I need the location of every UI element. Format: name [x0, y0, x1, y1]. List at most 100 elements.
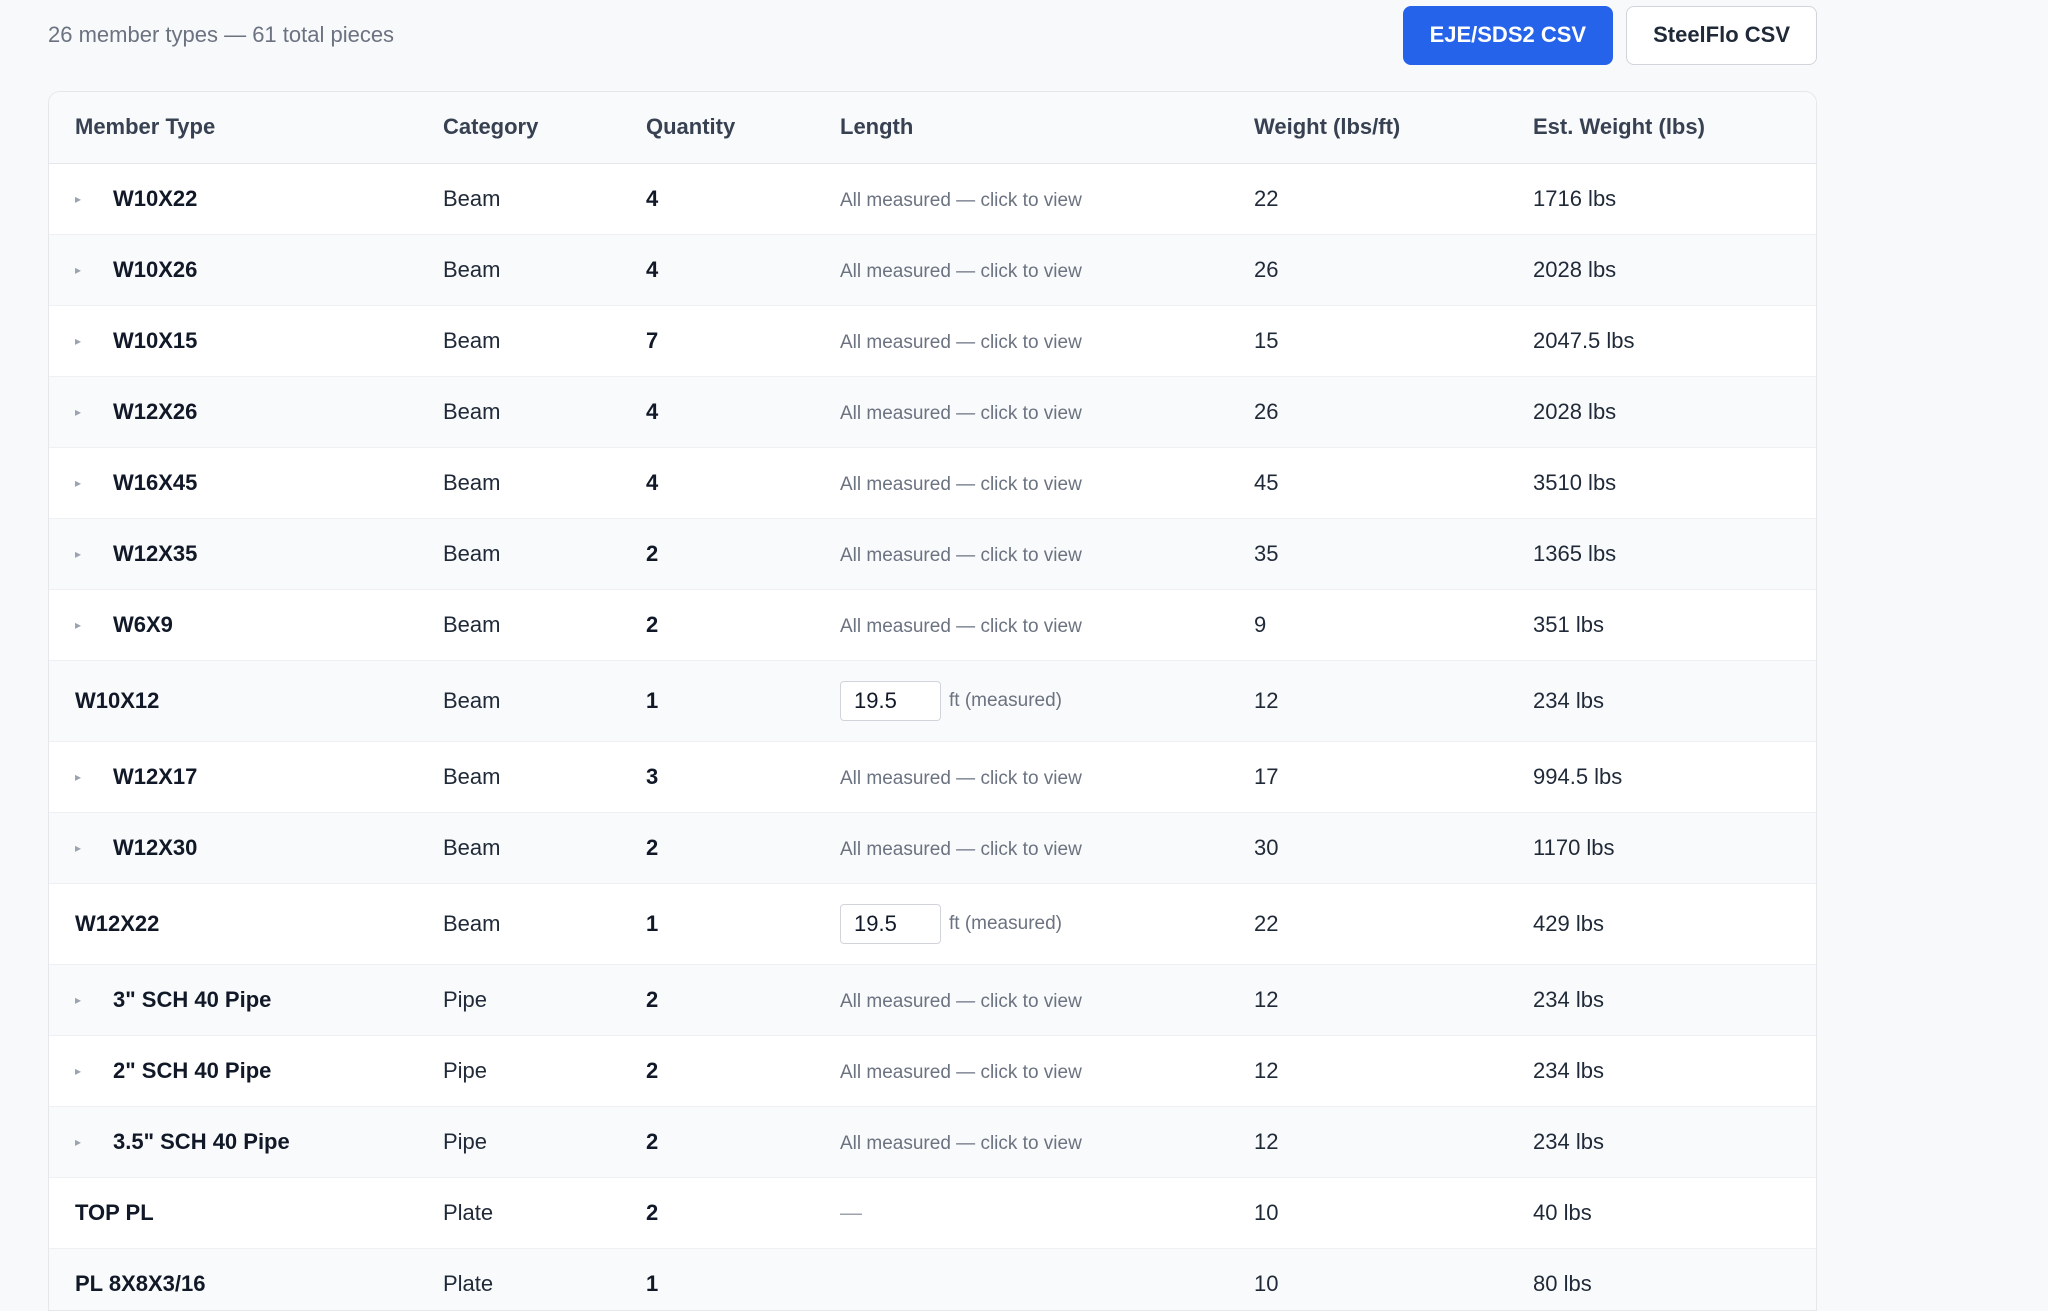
weight-per-ft-cell: 30	[1228, 812, 1507, 884]
quantity-cell: 4	[620, 234, 814, 306]
expand-caret-icon[interactable]: ▸	[75, 333, 82, 348]
member-type-name: 2" SCH 40 Pipe	[113, 1057, 272, 1083]
est-weight-cell: 234 lbs	[1507, 964, 1816, 1036]
member-type-name: W12X22	[75, 910, 160, 936]
expand-caret-icon[interactable]: ▸	[75, 475, 82, 490]
length-cell: All measured — click to view	[814, 589, 1228, 661]
length-view-link[interactable]: All measured — click to view	[840, 615, 1082, 637]
est-weight-cell: 429 lbs	[1507, 883, 1816, 965]
table-row[interactable]: ▸ 3.5" SCH 40 Pipe Pipe 2 All measured — cli…	[49, 1106, 1816, 1178]
table-row[interactable]: ▸ W12X30 Beam 2 All measured — click to view…	[49, 812, 1816, 884]
table-row[interactable]: ▸ W10X15 Beam 7 All measured — click to view…	[49, 305, 1816, 377]
length-cell: ft (measured)	[814, 883, 1228, 965]
length-cell: All measured — click to view	[814, 234, 1228, 306]
member-type-cell[interactable]: ▸ W12X26	[49, 376, 417, 448]
steelflo-csv-button[interactable]: SteelFlo CSV	[1626, 5, 1817, 65]
length-view-link[interactable]: All measured — click to view	[840, 473, 1082, 495]
length-view-link[interactable]: All measured — click to view	[840, 767, 1082, 789]
quantity-cell: 1	[620, 883, 814, 965]
expand-caret-icon[interactable]: ▸	[75, 191, 82, 206]
column-header-quantity[interactable]: Quantity	[620, 92, 814, 164]
member-type-name: 3" SCH 40 Pipe	[113, 986, 272, 1012]
length-cell: All measured — click to view	[814, 1035, 1228, 1107]
expand-caret-icon[interactable]: ▸	[75, 262, 82, 277]
table-row[interactable]: ▸ 3" SCH 40 Pipe Pipe 2 All measured — click…	[49, 964, 1816, 1036]
length-view-link[interactable]: All measured — click to view	[840, 990, 1082, 1012]
member-type-name: W6X9	[113, 611, 173, 637]
length-view-link[interactable]: All measured — click to view	[840, 260, 1082, 282]
table-row[interactable]: ▸ W10X26 Beam 4 All measured — click to view…	[49, 234, 1816, 306]
member-type-cell[interactable]: ▸ W12X35	[49, 518, 417, 590]
quantity-value: 2	[646, 834, 659, 860]
member-type-name: W12X26	[113, 398, 198, 424]
category-cell: Beam	[417, 163, 620, 235]
length-view-link[interactable]: All measured — click to view	[840, 1132, 1082, 1154]
member-type-cell[interactable]: ▸ 2" SCH 40 Pipe	[49, 1035, 417, 1107]
column-header-est-weight[interactable]: Est. Weight (lbs)	[1507, 92, 1816, 164]
table-row[interactable]: ▸ W6X9 Beam 2 All measured — click to view 9 3…	[49, 589, 1816, 661]
length-view-link[interactable]: All measured — click to view	[840, 189, 1082, 211]
quantity-cell: 4	[620, 376, 814, 448]
quantity-value: 4	[646, 256, 659, 282]
member-type-cell[interactable]: ▸ W6X9	[49, 589, 417, 661]
quantity-value: 3	[646, 763, 659, 789]
length-view-link[interactable]: All measured — click to view	[840, 402, 1082, 424]
member-type-cell: ▸ 3.5" SCH 40 Pipe	[75, 1129, 417, 1155]
table-row[interactable]: ▸ W12X35 Beam 2 All measured — click to view…	[49, 518, 1816, 590]
weight-per-ft-cell: 45	[1228, 447, 1507, 519]
category-cell: Pipe	[417, 964, 620, 1036]
expand-caret-icon[interactable]: ▸	[75, 404, 82, 419]
member-type-cell[interactable]: ▸ 3.5" SCH 40 Pipe	[49, 1106, 417, 1178]
length-view-link[interactable]: All measured — click to view	[840, 1061, 1082, 1083]
member-type-cell[interactable]: ▸ W10X26	[49, 234, 417, 306]
expand-caret-icon[interactable]: ▸	[75, 769, 82, 784]
member-type-cell[interactable]: ▸ W10X22	[49, 163, 417, 235]
eje-sds2-csv-button[interactable]: EJE/SDS2 CSV	[1402, 5, 1614, 65]
member-type-cell[interactable]: ▸ 3" SCH 40 Pipe	[49, 964, 417, 1036]
table-row[interactable]: ▸ W10X22 Beam 4 All measured — click to view…	[49, 163, 1816, 235]
length-view-link[interactable]: All measured — click to view	[840, 544, 1082, 566]
member-type-cell[interactable]: ▸ W12X30	[49, 812, 417, 884]
column-header-weight[interactable]: Weight (lbs/ft)	[1228, 92, 1507, 164]
category-cell: Beam	[417, 447, 620, 519]
length-input[interactable]	[840, 680, 941, 721]
est-weight-cell: 2047.5 lbs	[1507, 305, 1816, 377]
category-cell: Plate	[417, 1177, 620, 1249]
quantity-cell: 2	[620, 812, 814, 884]
member-type-cell: ▸ W12X17	[75, 764, 417, 790]
summary-text: 26 member types — 61 total pieces	[48, 22, 395, 47]
table-row[interactable]: ▸ 2" SCH 40 Pipe Pipe 2 All measured — click…	[49, 1035, 1816, 1107]
member-type-cell: ▸ W10X22	[75, 186, 417, 212]
est-weight-cell: 40 lbs	[1507, 1177, 1816, 1249]
expand-caret-icon[interactable]: ▸	[75, 546, 82, 561]
column-header-category[interactable]: Category	[417, 92, 620, 164]
export-actions: EJE/SDS2 CSV SteelFlo CSV	[1402, 5, 1817, 65]
expand-caret-icon[interactable]: ▸	[75, 1134, 82, 1149]
column-header-member-type[interactable]: Member Type	[49, 92, 417, 164]
table-row[interactable]: ▸ W12X17 Beam 3 All measured — click to view…	[49, 741, 1816, 813]
member-type-cell[interactable]: ▸ W16X45	[49, 447, 417, 519]
table-row[interactable]: ▸ W16X45 Beam 4 All measured — click to view…	[49, 447, 1816, 519]
member-type-cell[interactable]: ▸ W10X15	[49, 305, 417, 377]
member-type-cell[interactable]: ▸ W12X17	[49, 741, 417, 813]
length-view-link[interactable]: All measured — click to view	[840, 838, 1082, 860]
expand-caret-icon[interactable]: ▸	[75, 617, 82, 632]
length-view-link[interactable]: All measured — click to view	[840, 331, 1082, 353]
expand-caret-icon[interactable]: ▸	[75, 992, 82, 1007]
member-type-name: W10X22	[113, 185, 198, 211]
length-cell: All measured — click to view	[814, 812, 1228, 884]
category-cell: Beam	[417, 376, 620, 448]
category-cell: Beam	[417, 812, 620, 884]
length-cell: All measured — click to view	[814, 163, 1228, 235]
table-header-row: Member Type Category Quantity Length Wei…	[49, 92, 1816, 164]
member-type-cell: ▸ 3" SCH 40 Pipe	[75, 987, 417, 1013]
est-weight-cell: 994.5 lbs	[1507, 741, 1816, 813]
column-header-length[interactable]: Length	[814, 92, 1228, 164]
length-cell: All measured — click to view	[814, 447, 1228, 519]
expand-caret-icon[interactable]: ▸	[75, 1063, 82, 1078]
table-row[interactable]: ▸ W12X26 Beam 4 All measured — click to view…	[49, 376, 1816, 448]
length-input[interactable]	[840, 903, 941, 944]
member-type-cell: ▸ W10X15	[75, 328, 417, 354]
expand-caret-icon[interactable]: ▸	[75, 840, 82, 855]
